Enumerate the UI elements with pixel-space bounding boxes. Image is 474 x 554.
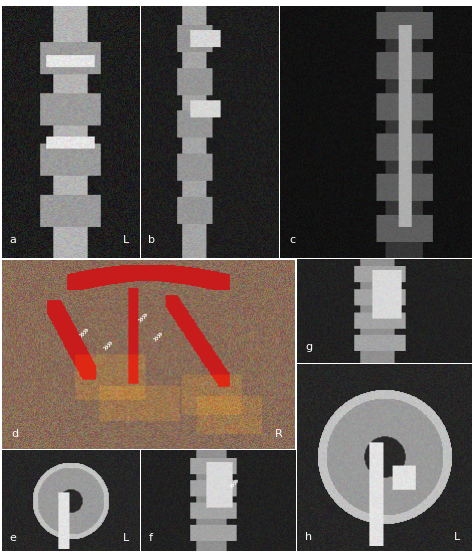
Text: e: e bbox=[9, 533, 16, 543]
Text: b: b bbox=[148, 235, 155, 245]
Text: a: a bbox=[9, 235, 16, 245]
Text: h: h bbox=[305, 532, 312, 542]
Text: L: L bbox=[123, 235, 129, 245]
Text: L: L bbox=[123, 533, 129, 543]
Text: »»: »» bbox=[150, 328, 165, 343]
Text: »»: »» bbox=[226, 475, 242, 491]
Text: R: R bbox=[275, 429, 283, 439]
Text: »»: »» bbox=[76, 324, 92, 340]
Text: »»: »» bbox=[135, 309, 151, 325]
Text: »»: »» bbox=[100, 337, 116, 353]
Text: L: L bbox=[454, 532, 460, 542]
Text: c: c bbox=[290, 235, 296, 245]
Text: f: f bbox=[149, 533, 153, 543]
Text: d: d bbox=[11, 429, 18, 439]
Text: g: g bbox=[305, 342, 312, 352]
